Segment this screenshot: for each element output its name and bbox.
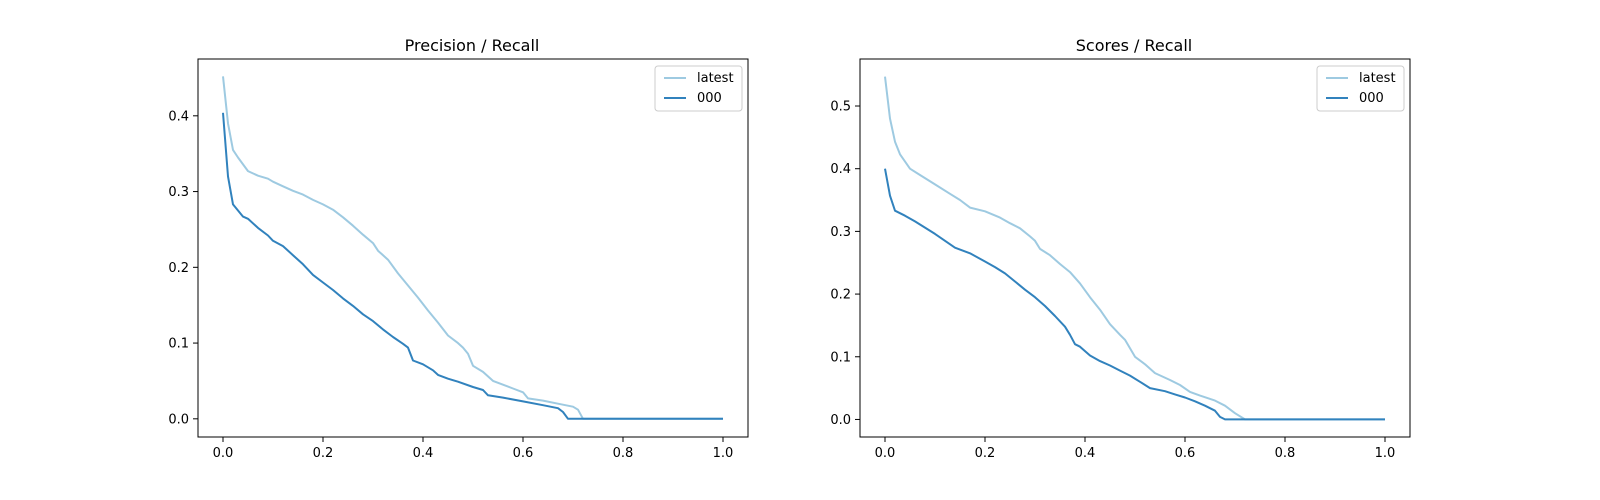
x-tick-label: 0.6 [1175,446,1196,461]
y-tick-label: 0.4 [168,109,189,124]
legend-label-000: 000 [1359,91,1384,106]
ticks-layer: 0.0 0.2 0.4 0.6 0.8 1.0 0.0 0.1 0.2 0.3 0.4 [168,109,733,461]
series-layer [222,76,723,420]
y-tick-label: 0.3 [168,185,189,200]
series-line-latest [884,76,1385,421]
legend: latest 000 [654,65,743,112]
legend: latest 000 [1316,65,1405,112]
chart-title: Scores / Recall [1076,36,1192,55]
x-tick-label: 0.0 [875,446,896,461]
x-tick-label: 1.0 [713,446,734,461]
x-tick-label: 0.0 [213,446,234,461]
plot-frame [197,58,749,438]
series-line-latest [222,76,723,420]
plot-frame [859,58,1411,438]
x-tick-label: 0.2 [313,446,334,461]
y-tick-label: 0.0 [168,412,189,427]
plot-area [198,59,748,437]
y-tick-label: 0.3 [830,225,851,240]
chart-scores-recall: Scores / Recall 0.0 0.2 0.4 0.6 0.8 1.0 0.0 0.1… [830,36,1411,461]
x-tick-label: 0.4 [1075,446,1096,461]
plot-area [860,59,1410,437]
x-tick-label: 0.4 [413,446,434,461]
series-line-000 [222,112,723,420]
y-tick-label: 0.1 [830,350,851,365]
x-tick-label: 0.6 [513,446,534,461]
legend-label-latest: latest [697,71,734,86]
x-tick-label: 0.8 [1275,446,1296,461]
y-tick-label: 0.2 [168,261,189,276]
series-line-000 [884,168,1385,421]
y-tick-label: 0.0 [830,413,851,428]
chart-title: Precision / Recall [405,36,540,55]
x-tick-label: 1.0 [1375,446,1396,461]
y-tick-label: 0.2 [830,288,851,303]
legend-label-000: 000 [697,91,722,106]
y-tick-label: 0.4 [830,162,851,177]
y-tick-label: 0.1 [168,337,189,352]
y-tick-label: 0.5 [830,100,851,115]
x-tick-label: 0.2 [975,446,996,461]
series-layer [884,76,1385,421]
x-tick-label: 0.8 [613,446,634,461]
legend-label-latest: latest [1359,71,1396,86]
ticks-layer: 0.0 0.2 0.4 0.6 0.8 1.0 0.0 0.1 0.2 0.3 0.4 0.5 [830,100,1395,461]
chart-precision-recall: Precision / Recall 0.0 0.2 0.4 0.6 0.8 1.00.0… [168,36,749,461]
